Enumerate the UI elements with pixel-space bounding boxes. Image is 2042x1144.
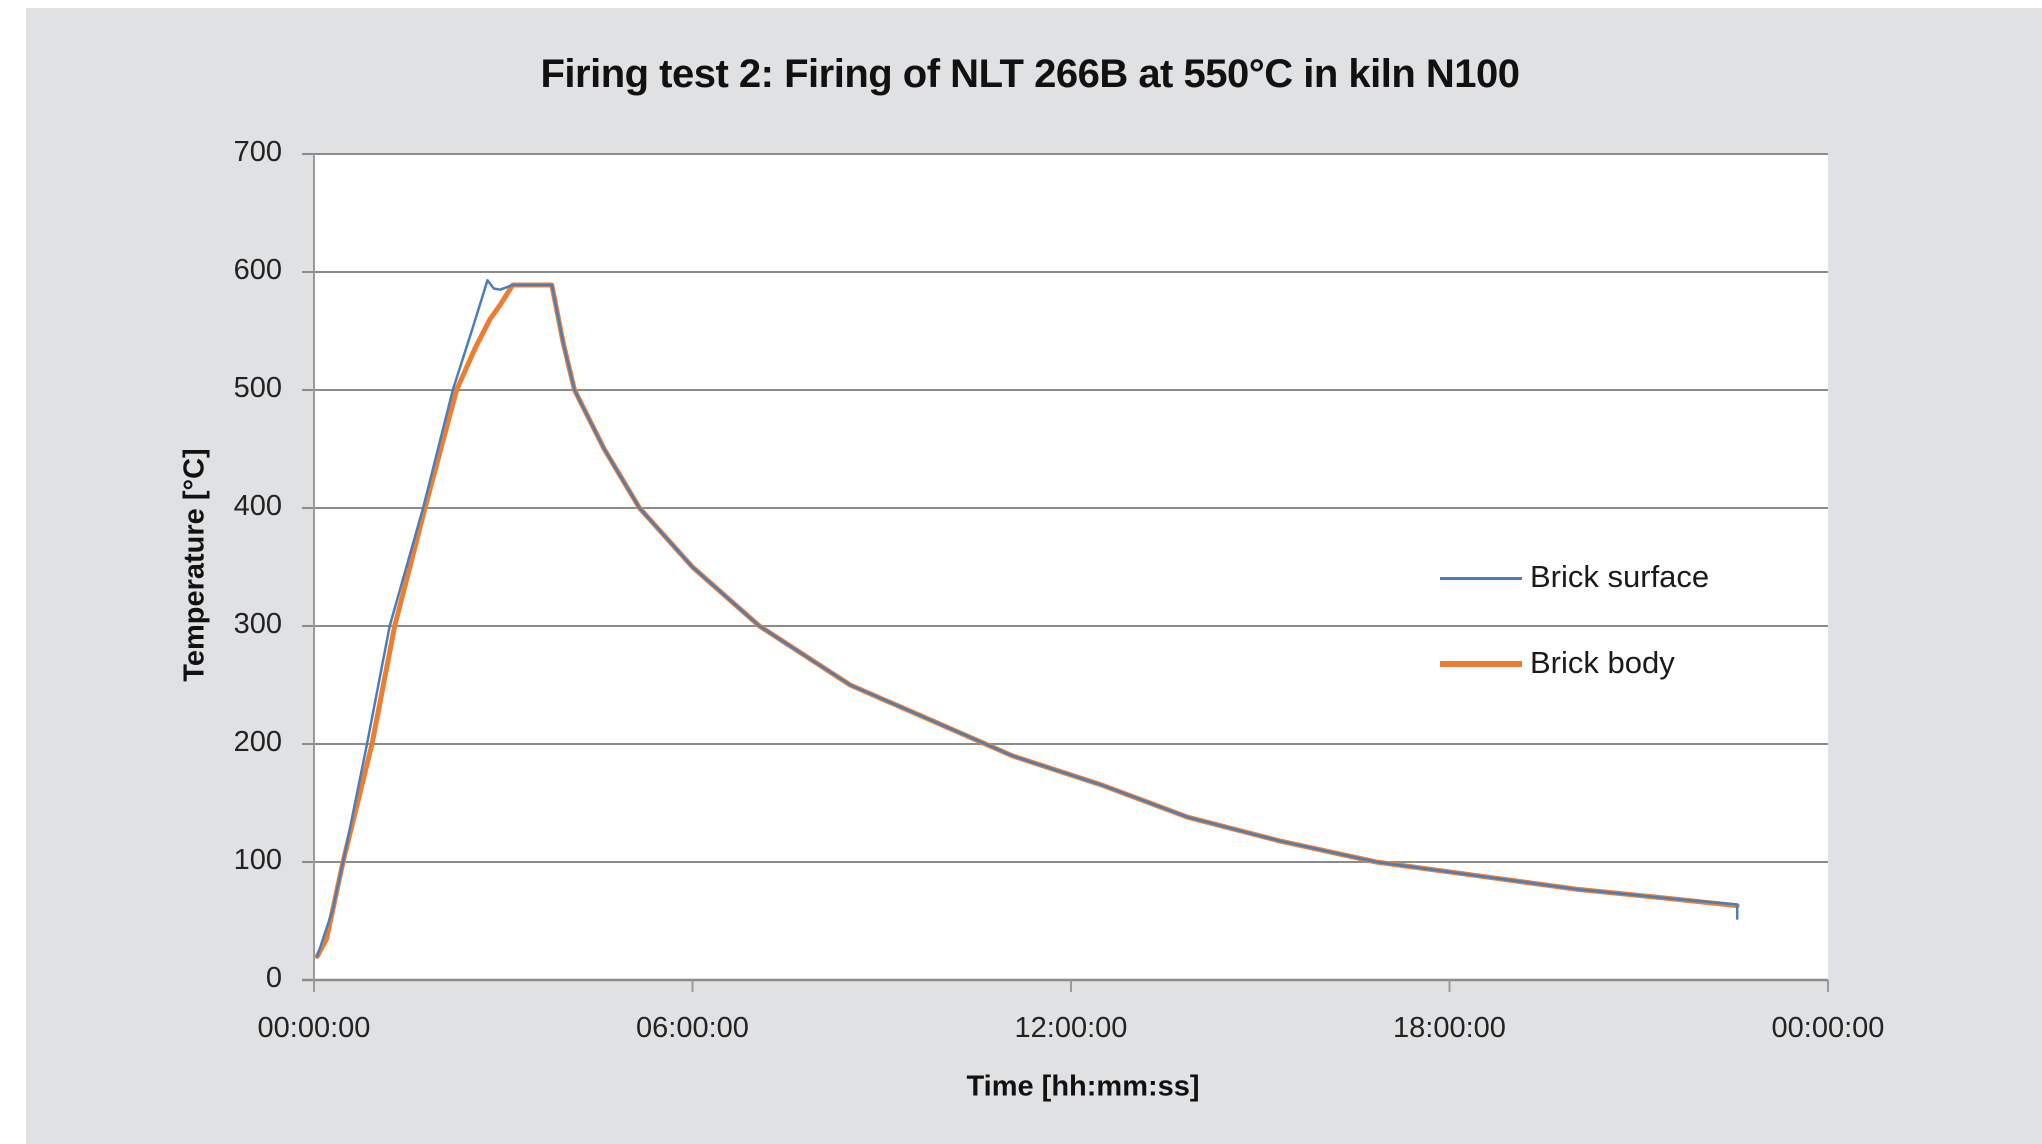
x-tick-label: 18:00:00 [1393, 1012, 1506, 1044]
x-axis-title: Time [hh:mm:ss] [966, 1070, 1200, 1103]
chart-title: Firing test 2: Firing of NLT 266B at 550… [540, 52, 1520, 96]
y-tick-label: 400 [233, 490, 282, 522]
y-tick-label: 100 [233, 844, 282, 876]
y-tick-label: 500 [233, 372, 282, 404]
gridlines [302, 153, 1828, 982]
brick-body-line-icon [1440, 661, 1522, 667]
x-tick-label: 00:00:00 [257, 1012, 371, 1044]
y-tick-label: 200 [233, 726, 282, 758]
legend-label: Brick surface [1530, 559, 1710, 594]
x-tick-label: 06:00:00 [636, 1012, 749, 1044]
y-tick-label: 300 [233, 608, 282, 640]
series-line-brick-surface [315, 279, 1739, 958]
x-tick-label: 12:00:00 [1014, 1012, 1128, 1044]
plot-background [314, 154, 1828, 980]
legend-item-brick-body: Brick body [1440, 636, 1760, 722]
legend: Brick surface Brick body [1440, 550, 1760, 722]
x-tick-label: 00:00:00 [1771, 1012, 1885, 1044]
y-tick-label: 0 [265, 962, 282, 994]
y-tick-label: 600 [233, 254, 282, 286]
y-axis-title: Temperature [°C] [178, 448, 211, 682]
legend-label: Brick body [1530, 645, 1675, 680]
y-tick-label: 700 [233, 136, 282, 168]
brick-surface-line-icon [1440, 577, 1522, 580]
legend-item-brick-surface: Brick surface [1440, 550, 1760, 636]
series-layer [314, 279, 1740, 959]
axes [313, 154, 1829, 992]
